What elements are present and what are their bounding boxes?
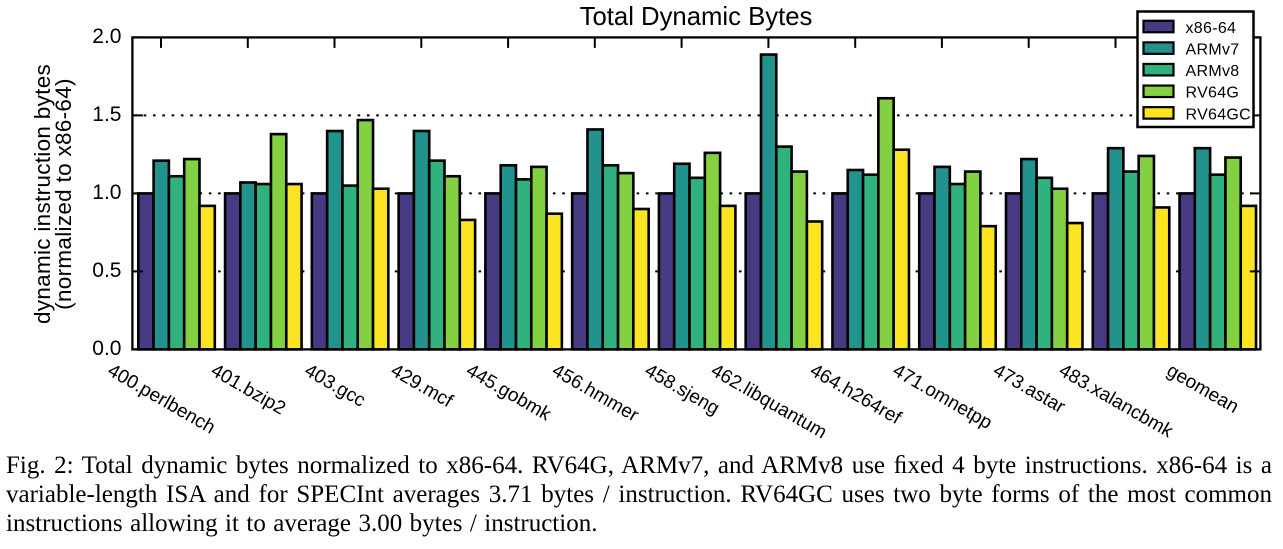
svg-text:403.gcc: 403.gcc bbox=[301, 360, 369, 411]
svg-text:RV64GC: RV64GC bbox=[1186, 106, 1252, 123]
svg-text:473.astar: 473.astar bbox=[989, 360, 1069, 418]
svg-text:2.0: 2.0 bbox=[92, 25, 121, 48]
svg-text:456.hmmer: 456.hmmer bbox=[548, 360, 642, 427]
svg-text:x86-64: x86-64 bbox=[1186, 20, 1237, 37]
svg-text:400.perlbench: 400.perlbench bbox=[104, 360, 219, 438]
svg-text:445.gobmk: 445.gobmk bbox=[462, 360, 554, 425]
svg-text:geomean: geomean bbox=[1163, 360, 1242, 418]
svg-text:RV64G: RV64G bbox=[1186, 85, 1240, 102]
svg-text:483.xalancbmk: 483.xalancbmk bbox=[1055, 360, 1177, 442]
svg-text:471.omnetpp: 471.omnetpp bbox=[889, 360, 996, 434]
svg-text:Total Dynamic Bytes: Total Dynamic Bytes bbox=[580, 3, 813, 31]
svg-text:ARMv7: ARMv7 bbox=[1186, 41, 1240, 58]
svg-text:429.mcf: 429.mcf bbox=[387, 360, 457, 412]
svg-text:ARMv8: ARMv8 bbox=[1186, 63, 1240, 80]
svg-text:(normalized to x86-64): (normalized to x86-64) bbox=[51, 78, 76, 310]
svg-text:0.0: 0.0 bbox=[92, 337, 121, 360]
svg-text:458.sjeng: 458.sjeng bbox=[641, 360, 723, 419]
svg-text:dynamic instruction bytes: dynamic instruction bytes bbox=[30, 64, 55, 324]
svg-text:401.bzip2: 401.bzip2 bbox=[207, 360, 289, 419]
svg-text:1.0: 1.0 bbox=[92, 181, 121, 204]
svg-text:0.5: 0.5 bbox=[92, 259, 121, 282]
svg-text:1.5: 1.5 bbox=[92, 103, 121, 126]
